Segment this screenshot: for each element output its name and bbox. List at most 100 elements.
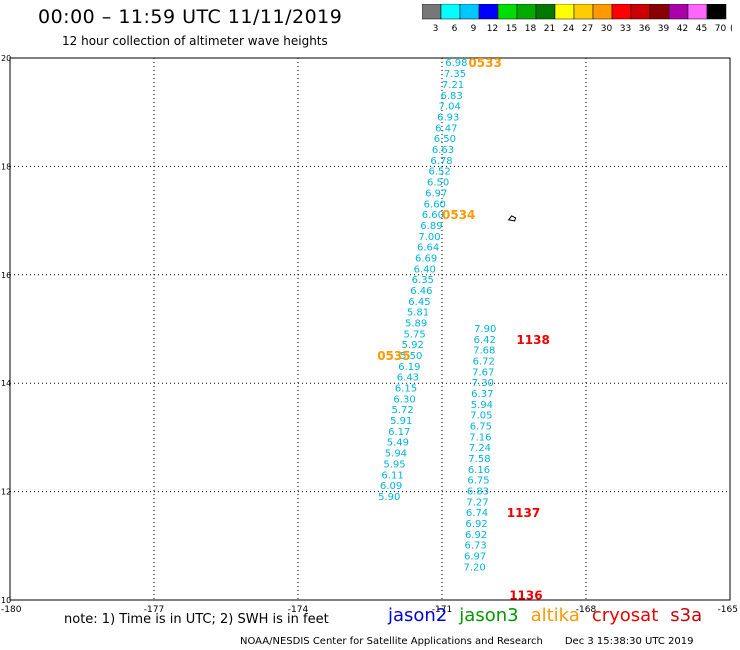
color-swatch — [554, 4, 575, 20]
wave-height-value: 7.00 — [418, 232, 440, 243]
y-tick-label: 16 — [1, 271, 11, 280]
color-swatch — [478, 4, 499, 20]
color-swatch — [535, 4, 556, 20]
wave-height-value: 7.68 — [473, 346, 495, 357]
wave-height-value: 6.69 — [415, 253, 437, 264]
color-scale-label: 12 — [487, 24, 498, 34]
wave-height-value: 5.91 — [390, 416, 412, 427]
x-tick-label: -165 — [718, 605, 738, 615]
wave-height-value: 6.42 — [474, 335, 496, 346]
x-tick-label: -180 — [1, 605, 22, 615]
wave-height-value: 6.40 — [414, 264, 436, 275]
wave-height-value: 7.20 — [464, 562, 486, 573]
wave-height-value: 6.16 — [468, 465, 490, 476]
wave-height-value: 6.83 — [467, 487, 489, 498]
x-tick-label: -168 — [576, 605, 597, 615]
color-swatch — [440, 4, 461, 20]
color-scale-label: 18 — [525, 24, 537, 34]
x-tick-label: -177 — [144, 605, 164, 615]
y-tick-label: 20 — [1, 54, 11, 63]
wave-height-value: 5.75 — [404, 329, 426, 340]
color-scale-label: 27 — [582, 24, 593, 34]
color-scale-label: 33 — [620, 24, 631, 34]
wave-height-value: 7.27 — [466, 497, 488, 508]
wave-height-value: 5.95 — [383, 459, 405, 470]
wave-height-value: 5.81 — [407, 308, 429, 319]
wave-height-value: 6.50 — [427, 178, 449, 189]
color-scale-label: 15 — [506, 24, 517, 34]
wave-height-value: 6.45 — [408, 297, 430, 308]
wave-height-value: 5.92 — [402, 340, 424, 351]
wave-height-value: 6.30 — [393, 394, 415, 405]
satellite-legend: jason2 jason3 altika cryosat s3a — [388, 605, 714, 626]
wave-height-value: 7.35 — [444, 69, 466, 80]
satellite-legend-s3a: s3a — [670, 605, 703, 626]
color-scale-label: 6 — [452, 24, 458, 34]
wave-height-value: 6.89 — [420, 221, 442, 232]
island-outline — [507, 215, 517, 222]
color-swatch — [592, 4, 613, 20]
footer: NOAA/NESDIS Center for Satellite Applica… — [240, 636, 693, 647]
color-scale-label: 24 — [563, 24, 575, 34]
satellite-legend-altika: altika — [530, 605, 580, 626]
wave-height-value: 6.35 — [412, 275, 434, 286]
wave-height-value: 6.37 — [471, 389, 493, 400]
color-scale-label: 30 — [601, 24, 613, 34]
wave-height-value: 5.49 — [387, 438, 409, 449]
y-tick-label: 14 — [1, 379, 11, 388]
wave-height-value: 5.94 — [385, 449, 407, 460]
wave-height-value: 5.72 — [392, 405, 414, 416]
color-swatch — [497, 4, 518, 20]
wave-height-value: 7.90 — [474, 324, 496, 335]
wave-height-value: 7.58 — [468, 454, 490, 465]
wave-height-value: 5.89 — [405, 318, 427, 329]
color-swatch — [687, 4, 708, 20]
wave-height-value: 6.47 — [435, 123, 457, 134]
wave-height-value: 7.05 — [470, 411, 492, 422]
color-swatch — [516, 4, 537, 20]
color-scale-label: 36 — [639, 24, 651, 34]
wave-height-value: 6.97 — [425, 188, 447, 199]
wave-height-value: 7.16 — [469, 432, 491, 443]
wave-height-value: 6.92 — [465, 530, 487, 541]
wave-height-value: 6.64 — [417, 243, 439, 254]
x-tick-label: -171 — [432, 605, 452, 615]
wave-height-value: 6.63 — [432, 145, 454, 156]
pass-time-label: 0533 — [468, 56, 501, 70]
color-scale-label: 45 — [696, 24, 707, 34]
wave-height-value: 6.43 — [397, 373, 419, 384]
color-swatch — [630, 4, 651, 20]
y-tick-label: 18 — [1, 162, 11, 171]
color-scale-label: 70 — [715, 24, 727, 34]
wave-height-value: 6.73 — [464, 541, 486, 552]
color-swatch — [422, 4, 442, 20]
wave-height-value: 5.90 — [378, 492, 400, 503]
wave-height-value: 6.97 — [464, 552, 486, 563]
wave-height-value: 6.83 — [440, 91, 462, 102]
wave-height-value: 5.50 — [400, 351, 422, 362]
wave-height-value: 6.52 — [428, 167, 450, 178]
pass-time-label: 1136 — [509, 589, 542, 603]
wave-height-value: 6.46 — [410, 286, 432, 297]
satellite-legend-jason2: jason2 — [388, 605, 448, 626]
wave-height-value: 6.75 — [470, 421, 492, 432]
wave-height-value: 6.92 — [465, 519, 487, 530]
color-scale-label: 9 — [471, 24, 477, 34]
wave-height-value: 6.78 — [430, 156, 452, 167]
footer-source: NOAA/NESDIS Center for Satellite Applica… — [240, 636, 543, 647]
color-swatch — [459, 4, 480, 20]
page-title: 00:00 – 11:59 UTC 11/11/2019 — [38, 6, 343, 28]
color-scale-label: 21 — [544, 24, 555, 34]
color-scale-label: 39 — [658, 24, 670, 34]
wave-height-value: 5.94 — [471, 400, 493, 411]
wave-height-value: 6.75 — [467, 476, 489, 487]
satellite-legend-jason3: jason3 — [459, 605, 519, 626]
wave-height-value: 7.24 — [469, 443, 491, 454]
wave-height-value: 7.21 — [442, 80, 464, 91]
color-swatch — [611, 4, 632, 20]
pass-time-label: 0535 — [377, 349, 410, 363]
wave-height-value: 7.30 — [472, 378, 494, 389]
pass-time-label: 1138 — [516, 333, 549, 347]
color-scale-label: 3 — [433, 24, 439, 34]
